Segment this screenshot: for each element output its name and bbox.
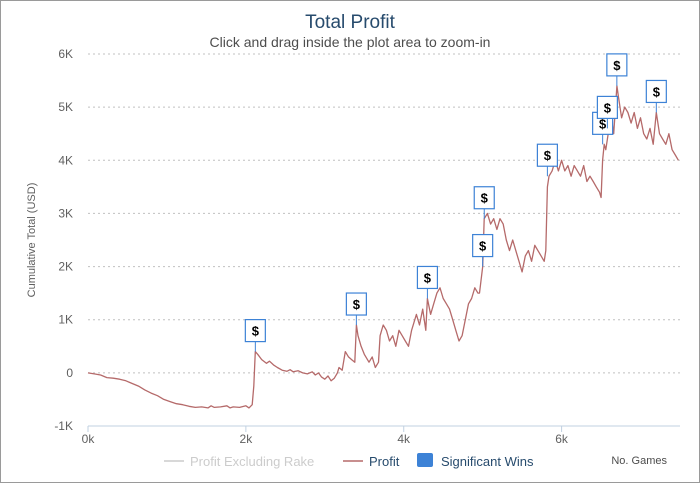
significant-win-flag[interactable]: $ <box>416 265 439 299</box>
flag-label: $ <box>481 191 489 206</box>
significant-win-flag[interactable]: $ <box>345 292 367 326</box>
y-tick-label-6k: 6K <box>58 47 73 61</box>
flag-label: $ <box>599 116 607 131</box>
legend-label-profit-excluding-rake: Profit Excluding Rake <box>190 454 314 469</box>
flag-label: $ <box>653 84 661 99</box>
y-tick-label-1k: 1K <box>58 313 73 327</box>
significant-win-flag[interactable]: $ <box>606 53 628 86</box>
flag-label: $ <box>613 58 621 73</box>
x-tick-label-0k: 0k <box>82 432 96 446</box>
series-layer <box>87 85 679 409</box>
x-tick-label-4k: 4k <box>397 432 411 446</box>
flag-box <box>244 319 266 343</box>
significant-wins-flags: $$$$$$$$$$ <box>244 53 667 352</box>
significant-win-flag[interactable]: $ <box>536 143 558 177</box>
flag-label: $ <box>544 148 552 163</box>
legend-item-profit[interactable]: Profit <box>343 454 400 469</box>
y-tick-label-5k: 5K <box>58 100 73 114</box>
y-tick-label-4k: 4K <box>58 153 73 167</box>
flag-box <box>472 233 494 258</box>
y-tick-label-0: 0 <box>66 366 73 380</box>
legend: Profit Excluding Rake Profit Significant… <box>164 453 534 469</box>
significant-win-flag[interactable]: $ <box>473 186 495 219</box>
legend-label-profit: Profit <box>369 454 400 469</box>
flag-label: $ <box>479 239 487 254</box>
flag-box <box>645 79 667 104</box>
x-axis-title: No. Games <box>611 455 667 467</box>
flag-box <box>473 186 495 210</box>
flag-box <box>345 292 367 316</box>
y-tick-label-3k: 3K <box>58 206 73 220</box>
flag-box <box>606 53 628 77</box>
chart-title: Total Profit <box>305 12 395 33</box>
legend-label-significant-wins: Significant Wins <box>441 454 534 469</box>
flag-box <box>596 95 618 120</box>
flag-label: $ <box>353 297 361 312</box>
significant-win-flag[interactable]: $ <box>244 319 266 352</box>
y-axis-title: Cumulative Total (USD) <box>26 183 38 298</box>
legend-item-profit-excluding-rake[interactable]: Profit Excluding Rake <box>164 454 314 469</box>
legend-item-significant-wins[interactable]: Significant Wins <box>417 453 534 469</box>
y-tick-label-1k: -1K <box>54 419 73 433</box>
chart-subtitle: Click and drag inside the plot area to z… <box>210 34 491 50</box>
flag-box <box>536 143 558 167</box>
y-tick-label-2k: 2K <box>58 260 73 274</box>
flag-label: $ <box>252 324 260 339</box>
flag-label: $ <box>604 100 612 115</box>
legend-symbol-significant-wins <box>417 453 433 467</box>
x-axis: 0k 2k 4k 6k <box>82 425 680 446</box>
significant-win-flag[interactable]: $ <box>596 95 618 129</box>
significant-win-flag[interactable]: $ <box>645 79 667 113</box>
flag-box <box>416 265 439 290</box>
grid-lines <box>88 53 680 374</box>
significant-win-flag[interactable]: $ <box>472 233 494 267</box>
y-axis-ticks: -1K 0 1K 2K 3K 4K 5K 6K <box>54 47 73 433</box>
x-tick-label-6k: 6k <box>555 432 569 446</box>
series-line-profit[interactable] <box>87 85 679 409</box>
x-tick-label-2k: 2k <box>240 432 254 446</box>
flag-label: $ <box>424 270 432 285</box>
